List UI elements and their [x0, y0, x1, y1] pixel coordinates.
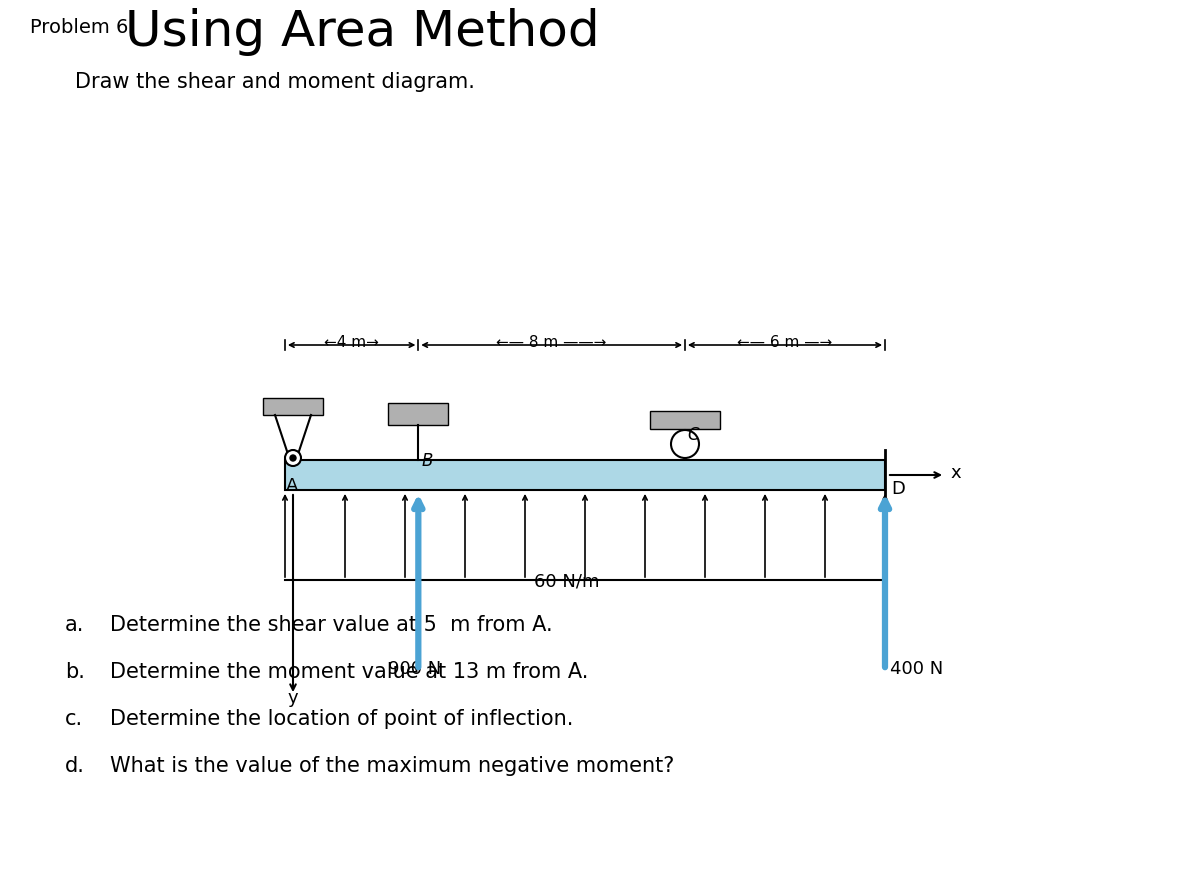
Bar: [389, 403, 449, 425]
Text: Using Area Method: Using Area Method: [125, 8, 600, 56]
Bar: [263, 398, 323, 415]
Text: Determine the shear value at 5  m from A.: Determine the shear value at 5 m from A.: [110, 615, 553, 635]
Text: A: A: [286, 477, 299, 495]
Text: a.: a.: [65, 615, 84, 635]
Text: Draw the shear and moment diagram.: Draw the shear and moment diagram.: [74, 72, 475, 92]
Circle shape: [290, 455, 296, 461]
Text: y: y: [288, 689, 299, 707]
Text: 900 N: 900 N: [388, 660, 440, 678]
Text: 400 N: 400 N: [890, 660, 943, 678]
Text: ←— 6 m —→: ←— 6 m —→: [737, 335, 833, 350]
Text: x: x: [950, 464, 961, 482]
Circle shape: [671, 430, 698, 458]
Text: Determine the moment value at 13 m from A.: Determine the moment value at 13 m from …: [110, 662, 588, 682]
Text: D: D: [890, 480, 905, 498]
Text: c.: c.: [65, 709, 83, 729]
Text: 60 N/m: 60 N/m: [534, 572, 600, 590]
Text: What is the value of the maximum negative moment?: What is the value of the maximum negativ…: [110, 756, 674, 776]
Bar: [286, 460, 886, 490]
Text: Problem 6:: Problem 6:: [30, 18, 134, 37]
Text: b.: b.: [65, 662, 85, 682]
Bar: [650, 411, 720, 429]
Text: ←— 8 m ——→: ←— 8 m ——→: [497, 335, 607, 350]
Text: d.: d.: [65, 756, 85, 776]
Text: ←4 m→: ←4 m→: [324, 335, 379, 350]
Circle shape: [286, 450, 301, 466]
Text: Determine the location of point of inflection.: Determine the location of point of infle…: [110, 709, 574, 729]
Text: B: B: [421, 452, 433, 470]
Text: C: C: [686, 426, 698, 444]
